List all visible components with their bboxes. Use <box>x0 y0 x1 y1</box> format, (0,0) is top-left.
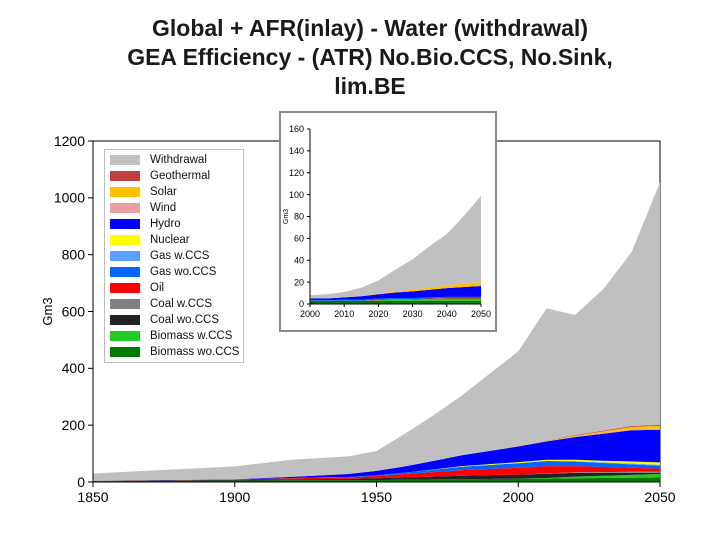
main-area-gas-w-ccs <box>93 461 660 481</box>
legend-item-gas-w-ccs: Gas w.CCS <box>105 248 243 264</box>
legend-swatch <box>110 299 140 309</box>
legend-item-wind: Wind <box>105 200 243 216</box>
main-y-tick-label: 600 <box>62 303 86 319</box>
legend-label: Oil <box>150 282 165 294</box>
legend-item-gas-wo-ccs: Gas wo.CCS <box>105 264 243 280</box>
legend-label: Coal w.CCS <box>150 298 212 310</box>
main-area-withdrawal <box>93 182 660 481</box>
main-x-tick-label: 1950 <box>361 489 392 505</box>
legend-swatch <box>110 203 140 213</box>
legend-swatch <box>110 155 140 165</box>
main-y-tick-label: 1200 <box>54 133 85 149</box>
legend-label: Solar <box>150 186 177 198</box>
legend-label: Gas w.CCS <box>150 250 210 262</box>
main-area-coal-wo-ccs <box>93 472 660 482</box>
legend-label: Gas wo.CCS <box>150 266 217 278</box>
legend-label: Wind <box>150 202 177 214</box>
main-x-tick-label: 1850 <box>77 489 108 505</box>
legend: Withdrawal Geothermal Solar Wind Hydro Nuclea… <box>104 149 244 363</box>
legend-item-biomass-w-ccs: Biomass w.CCS <box>105 328 243 344</box>
legend-label: Biomass wo.CCS <box>150 346 240 358</box>
legend-swatch <box>110 235 140 245</box>
main-area-biomass-wo-ccs <box>93 477 660 482</box>
main-y-tick-label: 200 <box>62 417 86 433</box>
legend-swatch <box>110 219 140 229</box>
title-line-3: lim.BE <box>334 73 406 99</box>
legend-item-geothermal: Geothermal <box>105 168 243 184</box>
legend-swatch <box>110 283 140 293</box>
legend-label: Nuclear <box>150 234 190 246</box>
main-x-tick-label: 2000 <box>503 489 534 505</box>
legend-label: Hydro <box>150 218 181 230</box>
legend-swatch <box>110 267 140 277</box>
main-y-tick-label: 400 <box>62 360 86 376</box>
main-area-oil <box>93 466 660 481</box>
legend-swatch <box>110 331 140 341</box>
main-y-tick-label: 0 <box>77 474 85 490</box>
legend-label: Withdrawal <box>150 154 207 166</box>
legend-item-coal-wo-ccs: Coal wo.CCS <box>105 312 243 328</box>
main-y-tick-label: 800 <box>62 247 86 263</box>
main-area-nuclear <box>93 459 660 481</box>
main-area-hydro <box>93 429 660 481</box>
main-area-coal-w-ccs <box>93 471 660 481</box>
legend-swatch <box>110 171 140 181</box>
chart-title: Global + AFR(inlay) - Water (withdrawal)… <box>40 14 700 101</box>
legend-item-biomass-wo-ccs: Biomass wo.CCS <box>105 344 243 360</box>
legend-label: Biomass w.CCS <box>150 330 233 342</box>
legend-swatch <box>110 187 140 197</box>
legend-label: Coal wo.CCS <box>150 314 220 326</box>
legend-item-solar: Solar <box>105 184 243 200</box>
main-area-gas-wo-ccs <box>93 461 660 481</box>
legend-item-withdrawal: Withdrawal <box>105 152 243 168</box>
main-x-tick-label: 2050 <box>644 489 675 505</box>
legend-swatch <box>110 315 140 325</box>
legend-swatch <box>110 347 140 357</box>
title-line-1: Global + AFR(inlay) - Water (withdrawal) <box>152 15 588 41</box>
legend-item-hydro: Hydro <box>105 216 243 232</box>
legend-swatch <box>110 251 140 261</box>
legend-item-coal-w-ccs: Coal w.CCS <box>105 296 243 312</box>
legend-label: Geothermal <box>150 170 211 182</box>
title-line-2: GEA Efficiency - (ATR) No.Bio.CCS, No.Si… <box>127 44 613 70</box>
legend-item-nuclear: Nuclear <box>105 232 243 248</box>
legend-item-oil: Oil <box>105 280 243 296</box>
main-y-axis-label: Gm3 <box>40 297 55 325</box>
main-x-tick-label: 1900 <box>219 489 250 505</box>
main-y-tick-label: 1000 <box>54 190 85 206</box>
